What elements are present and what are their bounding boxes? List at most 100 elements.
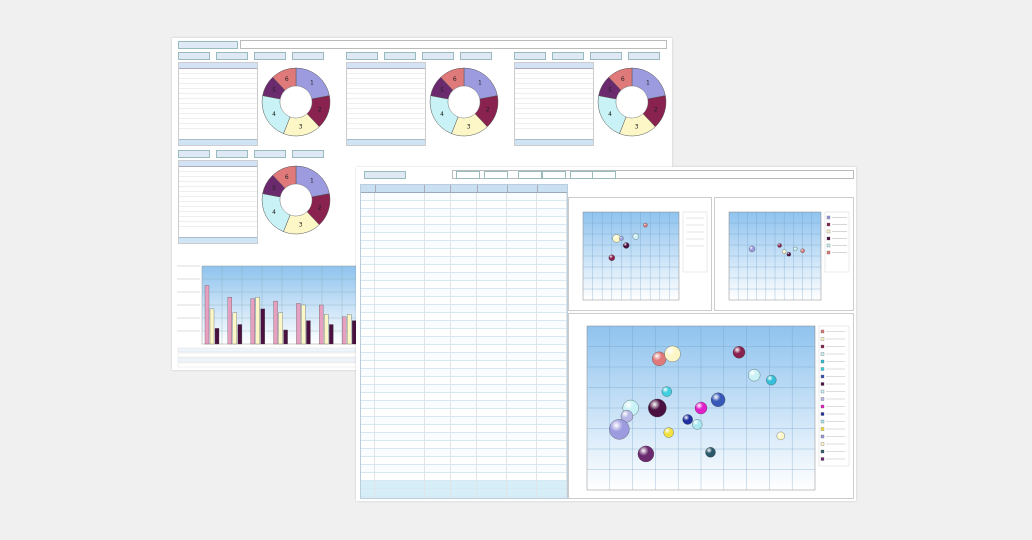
donut-chart: 1 2 3 4 5 6 [261, 165, 331, 235]
table-row [361, 329, 567, 337]
table-row [361, 225, 567, 233]
toolbar-button[interactable] [484, 171, 508, 179]
bubble [619, 236, 624, 241]
donut-slice-label: 2 [654, 107, 658, 114]
toolbar-button[interactable] [456, 171, 480, 179]
table-row [179, 79, 257, 84]
toolbar-button[interactable] [592, 171, 616, 179]
table-row [361, 337, 567, 345]
bubble [682, 414, 693, 425]
table-row [361, 465, 567, 473]
table-row [515, 89, 593, 94]
table-row [515, 84, 593, 89]
bar [227, 297, 233, 345]
table-row [361, 393, 567, 401]
donut-slice-label: 5 [272, 185, 276, 192]
panel-tab[interactable] [460, 52, 492, 60]
back-title-bar [240, 40, 667, 49]
table-row [179, 187, 257, 192]
bubble [652, 351, 667, 366]
panel-tab[interactable] [178, 150, 210, 158]
panel-tab[interactable] [514, 52, 546, 60]
table-row [347, 99, 425, 104]
toolbar-button[interactable] [542, 171, 566, 179]
bubble [710, 392, 726, 407]
front-title-button[interactable] [364, 171, 406, 179]
table-row [361, 409, 567, 417]
table-row [179, 192, 257, 197]
panel-tab[interactable] [178, 52, 210, 60]
table-row [179, 89, 257, 94]
table-row [179, 104, 257, 109]
bubble [643, 223, 648, 228]
table-row [515, 94, 593, 99]
panel-table [346, 62, 426, 146]
table-row [179, 212, 257, 217]
panel-tab[interactable] [292, 52, 324, 60]
bubble-chart-panel [568, 313, 854, 499]
table-row [361, 449, 567, 457]
donut-slice-label: 1 [478, 80, 482, 87]
bubble [748, 245, 756, 253]
table-row [361, 297, 567, 305]
table-row [179, 172, 257, 177]
table-row [515, 109, 593, 114]
bubble [793, 246, 798, 252]
panel-tab[interactable] [590, 52, 622, 60]
bar [273, 300, 278, 345]
table-row [515, 79, 593, 84]
table-row [347, 89, 425, 94]
table-row [347, 119, 425, 124]
table-row [347, 94, 425, 99]
table-row [179, 114, 257, 119]
panel-table [178, 62, 258, 146]
table-row [361, 265, 567, 273]
panel-tab[interactable] [384, 52, 416, 60]
table-row [515, 124, 593, 129]
panel-tab[interactable] [216, 52, 248, 60]
table-row [361, 433, 567, 441]
panel-tab[interactable] [628, 52, 660, 60]
panel-tab[interactable] [346, 52, 378, 60]
donut-panel: 1 2 3 4 5 6 [344, 52, 502, 146]
table-row [361, 273, 567, 281]
table-row [361, 321, 567, 329]
back-title-button[interactable] [178, 41, 238, 49]
bubble [637, 445, 655, 463]
scatter-chart-1-panel [568, 197, 712, 311]
panel-tab[interactable] [422, 52, 454, 60]
donut-slice-label: 2 [318, 205, 322, 212]
toolbar-button[interactable] [570, 171, 594, 179]
table-row [179, 177, 257, 182]
table-row [361, 353, 567, 361]
front-button-strip [452, 170, 854, 179]
panel-tab[interactable] [216, 150, 248, 158]
table-row [179, 94, 257, 99]
scatter-chart-2-panel [714, 197, 854, 311]
bar [301, 304, 306, 345]
bar-chart-panel [176, 258, 363, 368]
panel-tab[interactable] [292, 150, 324, 158]
donut-slice-label: 1 [310, 80, 314, 87]
panel-tab[interactable] [254, 52, 286, 60]
donut-slice-label: 4 [272, 111, 276, 118]
table-row [179, 207, 257, 212]
donut-slice-label: 4 [272, 209, 276, 216]
table-row [361, 209, 567, 217]
table-row [515, 104, 593, 109]
panel-tab[interactable] [254, 150, 286, 158]
bubble [766, 374, 777, 386]
donut-slice-label: 2 [318, 107, 322, 114]
table-row [179, 99, 257, 104]
table-row [179, 109, 257, 114]
panel-tab[interactable] [552, 52, 584, 60]
bubble [776, 431, 785, 441]
table-row [515, 74, 593, 79]
table-row [361, 473, 567, 481]
toolbar-button[interactable] [518, 171, 542, 179]
bubble [782, 249, 787, 254]
back-spreadsheet: 1 2 3 4 5 6 1 2 3 4 5 6 1 2 3 4 5 6 1 2 3 4 5 6 [172, 38, 672, 370]
table-row [361, 441, 567, 449]
table-row [361, 345, 567, 353]
table-row [347, 124, 425, 129]
